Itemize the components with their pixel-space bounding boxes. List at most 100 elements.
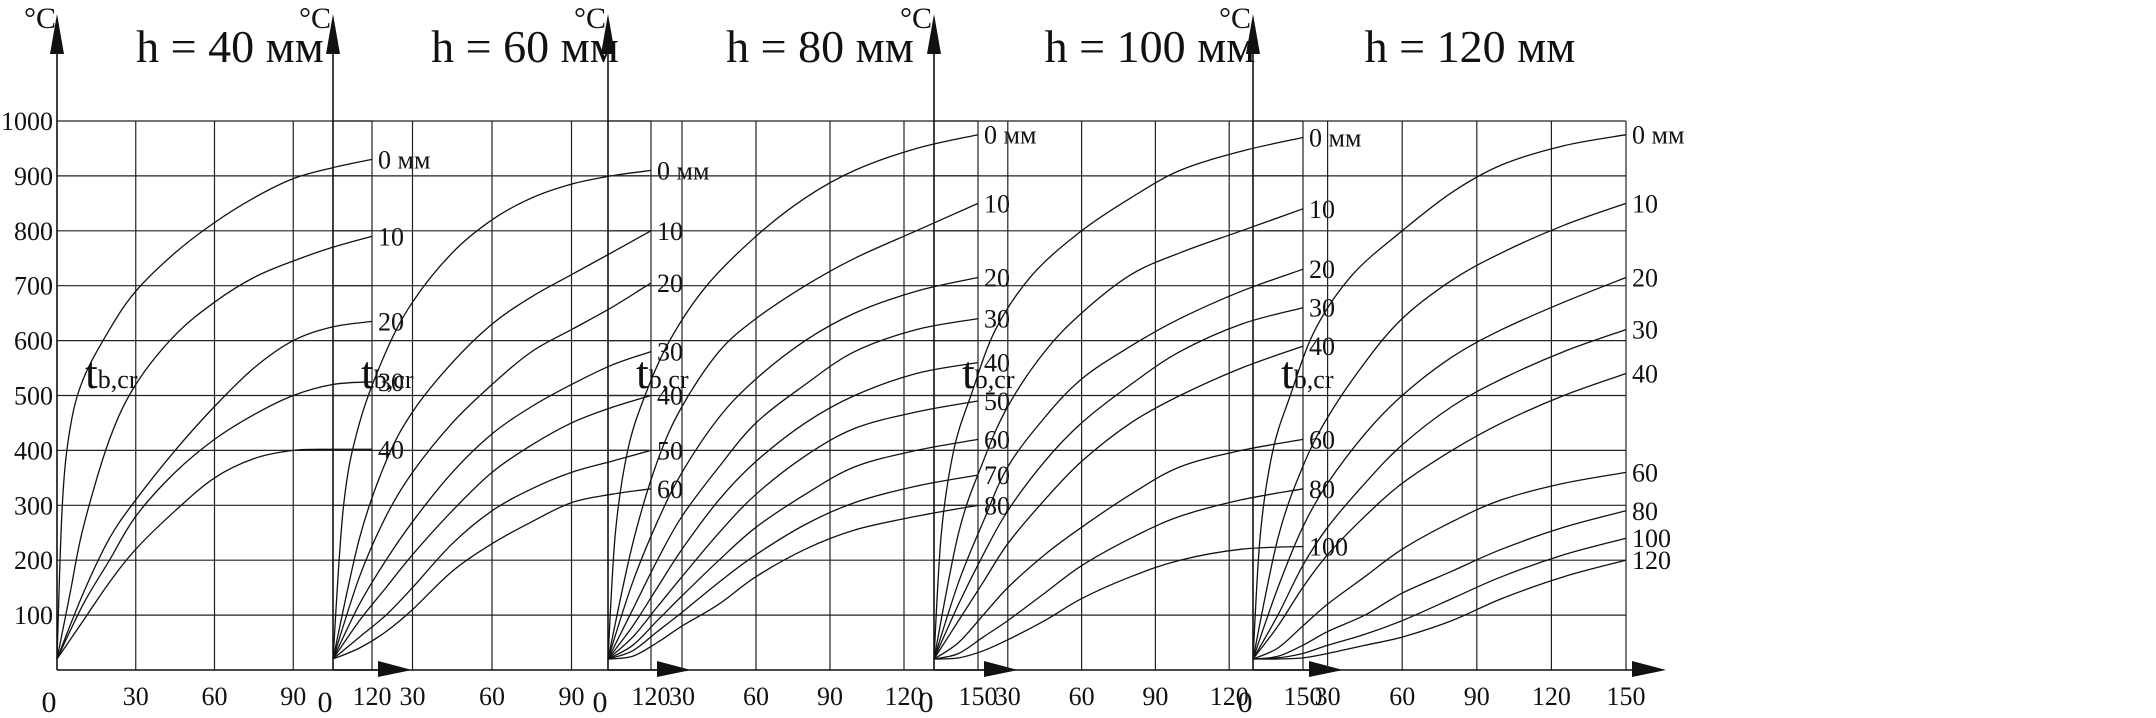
x-tick-label: 150 xyxy=(959,682,998,711)
y-tick-label: 300 xyxy=(14,491,53,520)
x-tick-label: 120 xyxy=(632,682,671,711)
y-tick-label: 800 xyxy=(14,217,53,246)
x-tick-label: 30 xyxy=(669,682,695,711)
series-line xyxy=(607,474,979,660)
series-line xyxy=(933,307,1304,660)
x-axis-arrow-icon xyxy=(378,661,412,677)
x-axis-arrow-icon xyxy=(1309,661,1343,677)
x-tick-label-zero: 0 xyxy=(593,686,608,718)
series-end-label: 100 xyxy=(1309,532,1348,561)
series-line xyxy=(332,449,652,660)
x-tick-label: 120 xyxy=(1210,682,1249,711)
series-line xyxy=(933,438,1304,660)
series-end-label: 20 xyxy=(657,269,683,298)
series-end-label: 0 мм xyxy=(1632,121,1684,150)
series-line xyxy=(1252,372,1627,660)
x-tick-label: 30 xyxy=(123,682,149,711)
series-end-label: 40 xyxy=(1309,332,1335,361)
x-axis-arrow-icon xyxy=(984,661,1018,677)
series-line xyxy=(332,350,652,660)
critical-temperature-label: tb,cr xyxy=(361,347,414,398)
y-tick-label: 100 xyxy=(14,601,53,630)
series-line xyxy=(607,504,979,660)
series-line xyxy=(1252,328,1627,660)
series-line xyxy=(332,169,652,660)
x-tick-label: 150 xyxy=(1607,682,1646,711)
y-axis-arrow-icon xyxy=(326,14,340,54)
series-end-label: 80 xyxy=(1632,497,1658,526)
series-line xyxy=(607,317,979,660)
series-end-label: 10 xyxy=(1632,189,1658,218)
y-axis-arrow-icon xyxy=(601,14,615,54)
y-axis-arrow-icon xyxy=(50,14,64,54)
series-end-label: 20 xyxy=(984,263,1010,292)
y-tick-label: 600 xyxy=(14,327,53,356)
x-tick-label: 60 xyxy=(1389,682,1415,711)
series-line xyxy=(607,202,979,660)
series-end-label: 120 xyxy=(1632,546,1671,575)
x-tick-label: 120 xyxy=(1532,682,1571,711)
series-end-label: 30 xyxy=(657,338,683,367)
series-line xyxy=(933,208,1304,660)
series-end-label: 30 xyxy=(1632,316,1658,345)
series-end-label: 10 xyxy=(984,189,1010,218)
y-unit-label: °C xyxy=(24,2,56,35)
y-unit-label: °C xyxy=(1219,2,1251,35)
series-end-label: 40 xyxy=(1632,360,1658,389)
x-tick-label: 90 xyxy=(817,682,843,711)
series-end-label: 0 мм xyxy=(657,156,709,185)
series-line xyxy=(1252,559,1627,660)
y-axis-arrow-icon xyxy=(1246,14,1260,54)
y-unit-label: °C xyxy=(900,2,932,35)
x-tick-label-zero: 0 xyxy=(42,686,57,718)
x-tick-label: 90 xyxy=(559,682,585,711)
series-line xyxy=(56,320,373,660)
chart-panel-4: 0 30 60 90 120 150°Ch = 100 мм0 мм10203040608… xyxy=(900,2,1361,718)
series-line xyxy=(56,158,373,660)
series-line xyxy=(933,268,1304,660)
series-end-label: 0 мм xyxy=(1309,123,1361,152)
series-line xyxy=(332,282,652,660)
series-line xyxy=(332,230,652,660)
series-end-label: 100 xyxy=(1632,524,1671,553)
critical-temperature-label: tb,cr xyxy=(1281,347,1334,398)
chart-title: h = 80 мм xyxy=(726,21,914,72)
series-line xyxy=(607,400,979,660)
series-line xyxy=(56,381,373,660)
critical-temperature-label: tb,cr xyxy=(962,347,1015,398)
series-end-label: 30 xyxy=(378,368,404,397)
series-line xyxy=(607,134,979,660)
series-line xyxy=(56,448,373,660)
y-tick-label: 700 xyxy=(14,272,53,301)
x-tick-label: 120 xyxy=(885,682,924,711)
series-end-label: 30 xyxy=(984,305,1010,334)
series-line xyxy=(607,361,979,660)
series-line xyxy=(332,394,652,660)
y-unit-label: °C xyxy=(299,2,331,35)
series-end-label: 20 xyxy=(378,307,404,336)
series-end-label: 60 xyxy=(1632,458,1658,487)
x-tick-label: 60 xyxy=(743,682,769,711)
x-tick-label-zero: 0 xyxy=(318,686,333,718)
series-line xyxy=(933,488,1304,660)
series-line xyxy=(1252,202,1627,660)
y-tick-label: 400 xyxy=(14,436,53,465)
y-unit-label: °C xyxy=(574,2,606,35)
series-end-label: 10 xyxy=(378,222,404,251)
x-tick-label: 90 xyxy=(280,682,306,711)
x-tick-label: 90 xyxy=(1464,682,1490,711)
chart-title: h = 40 мм xyxy=(136,21,324,72)
chart-panel-5: 0 30 60 90 120 150 °C h = 120 мм 0 мм 10 20 30 40 60 8… xyxy=(1219,2,1684,718)
y-tick-label: 900 xyxy=(14,162,53,191)
series-line xyxy=(1252,471,1627,660)
series-line xyxy=(933,545,1304,660)
series-end-label: 0 мм xyxy=(378,145,430,174)
series-end-label: 40 xyxy=(984,349,1010,378)
y-axis-arrow-icon xyxy=(927,14,941,54)
series-end-label: 70 xyxy=(984,461,1010,490)
critical-temperature-label: tb,cr xyxy=(636,347,689,398)
chart-panel-3: 0 30 60 90 120 150°Ch = 80 мм0 мм102030405060… xyxy=(574,2,1036,718)
x-tick-label: 30 xyxy=(400,682,426,711)
y-tick-label: 500 xyxy=(14,382,53,411)
